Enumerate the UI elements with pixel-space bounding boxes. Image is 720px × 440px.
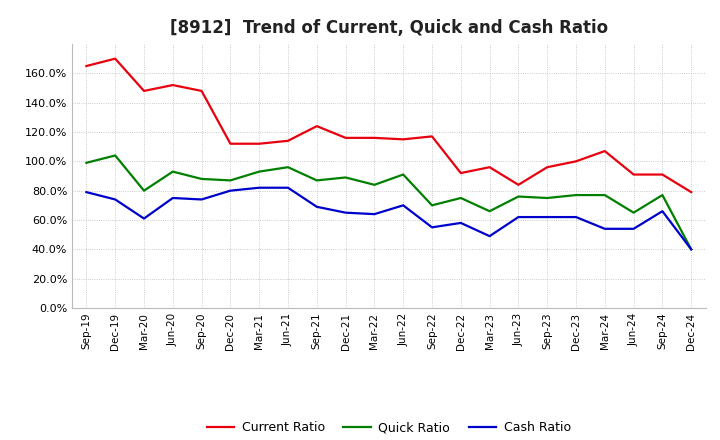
Quick Ratio (658, 192, 667, 198)
Cash Ratio (140, 216, 148, 221)
Cash Ratio (600, 226, 609, 231)
Quick Ratio (456, 195, 465, 201)
Quick Ratio (140, 188, 148, 193)
Quick Ratio (312, 178, 321, 183)
Current Ratio (485, 165, 494, 170)
Quick Ratio (543, 195, 552, 201)
Current Ratio (82, 63, 91, 69)
Current Ratio (456, 170, 465, 176)
Quick Ratio (284, 165, 292, 170)
Cash Ratio (111, 197, 120, 202)
Legend: Current Ratio, Quick Ratio, Cash Ratio: Current Ratio, Quick Ratio, Cash Ratio (202, 416, 576, 439)
Quick Ratio (514, 194, 523, 199)
Current Ratio (543, 165, 552, 170)
Current Ratio (197, 88, 206, 94)
Quick Ratio (600, 192, 609, 198)
Current Ratio (140, 88, 148, 94)
Current Ratio (514, 182, 523, 187)
Quick Ratio (226, 178, 235, 183)
Cash Ratio (312, 204, 321, 209)
Cash Ratio (197, 197, 206, 202)
Quick Ratio (341, 175, 350, 180)
Line: Quick Ratio: Quick Ratio (86, 155, 691, 249)
Cash Ratio (456, 220, 465, 226)
Cash Ratio (399, 203, 408, 208)
Cash Ratio (658, 209, 667, 214)
Current Ratio (428, 134, 436, 139)
Quick Ratio (572, 192, 580, 198)
Cash Ratio (341, 210, 350, 215)
Line: Cash Ratio: Cash Ratio (86, 188, 691, 249)
Cash Ratio (284, 185, 292, 191)
Cash Ratio (255, 185, 264, 191)
Quick Ratio (428, 203, 436, 208)
Current Ratio (658, 172, 667, 177)
Quick Ratio (687, 247, 696, 252)
Cash Ratio (428, 225, 436, 230)
Quick Ratio (111, 153, 120, 158)
Current Ratio (168, 82, 177, 88)
Quick Ratio (399, 172, 408, 177)
Current Ratio (399, 137, 408, 142)
Quick Ratio (485, 209, 494, 214)
Current Ratio (572, 159, 580, 164)
Current Ratio (341, 135, 350, 140)
Cash Ratio (514, 214, 523, 220)
Current Ratio (284, 138, 292, 143)
Cash Ratio (485, 234, 494, 239)
Quick Ratio (370, 182, 379, 187)
Cash Ratio (687, 247, 696, 252)
Cash Ratio (226, 188, 235, 193)
Cash Ratio (82, 190, 91, 195)
Line: Current Ratio: Current Ratio (86, 59, 691, 192)
Cash Ratio (168, 195, 177, 201)
Current Ratio (600, 148, 609, 154)
Quick Ratio (629, 210, 638, 215)
Quick Ratio (255, 169, 264, 174)
Current Ratio (629, 172, 638, 177)
Current Ratio (687, 190, 696, 195)
Title: [8912]  Trend of Current, Quick and Cash Ratio: [8912] Trend of Current, Quick and Cash … (170, 19, 608, 37)
Current Ratio (111, 56, 120, 61)
Current Ratio (312, 124, 321, 129)
Cash Ratio (543, 214, 552, 220)
Cash Ratio (370, 212, 379, 217)
Current Ratio (370, 135, 379, 140)
Quick Ratio (168, 169, 177, 174)
Current Ratio (255, 141, 264, 147)
Quick Ratio (82, 160, 91, 165)
Cash Ratio (572, 214, 580, 220)
Quick Ratio (197, 176, 206, 182)
Cash Ratio (629, 226, 638, 231)
Current Ratio (226, 141, 235, 147)
